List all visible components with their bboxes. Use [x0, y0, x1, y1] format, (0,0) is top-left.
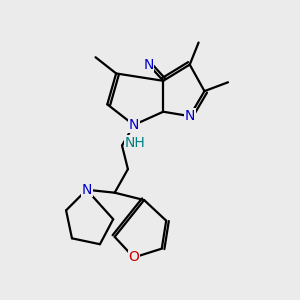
Text: N: N: [143, 58, 154, 72]
Text: NH: NH: [125, 136, 146, 150]
Text: N: N: [82, 183, 92, 197]
Text: N: N: [129, 118, 139, 132]
Text: O: O: [128, 250, 139, 265]
Text: N: N: [184, 109, 195, 123]
